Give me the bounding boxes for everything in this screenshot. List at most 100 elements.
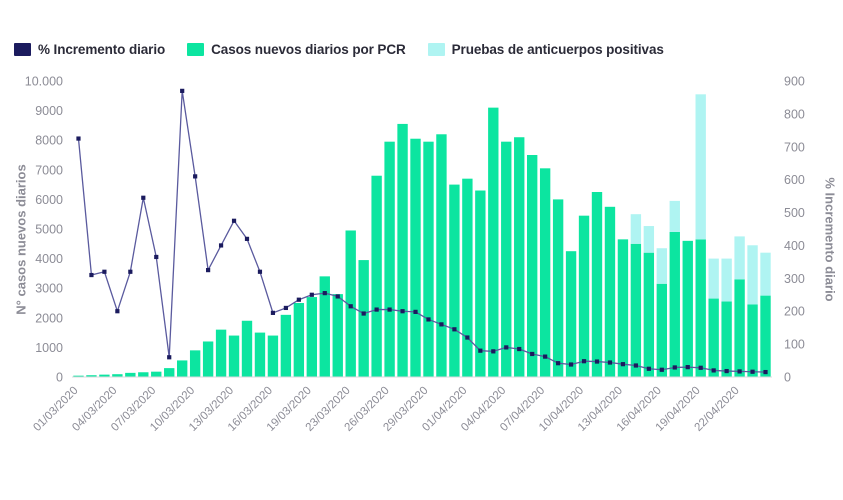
legend-item-pcr[interactable]: Casos nuevos diarios por PCR: [187, 42, 406, 57]
bar-pcr[interactable]: [578, 215, 590, 377]
bar-pcr[interactable]: [488, 107, 499, 377]
bar-pcr[interactable]: [86, 375, 97, 377]
line-marker[interactable]: [154, 254, 159, 260]
bar-pcr[interactable]: [177, 360, 188, 377]
bar-pcr[interactable]: [254, 332, 266, 377]
bar-pcr[interactable]: [384, 141, 395, 377]
bar-pcr[interactable]: [371, 175, 382, 377]
bar-pcr[interactable]: [332, 294, 343, 377]
bar-pcr[interactable]: [604, 206, 616, 377]
bar-anticuerpos[interactable]: [734, 236, 745, 280]
line-marker[interactable]: [387, 307, 392, 312]
bar-pcr[interactable]: [475, 190, 486, 377]
bar-pcr[interactable]: [565, 251, 577, 377]
line-marker[interactable]: [452, 327, 457, 332]
line-marker[interactable]: [89, 272, 94, 278]
line-marker[interactable]: [141, 195, 146, 200]
bar-pcr[interactable]: [591, 192, 603, 377]
bar-pcr[interactable]: [112, 374, 123, 377]
line-marker[interactable]: [517, 346, 522, 352]
line-marker[interactable]: [218, 243, 224, 248]
line-marker[interactable]: [685, 365, 690, 370]
line-marker[interactable]: [348, 304, 353, 309]
bar-pcr[interactable]: [306, 297, 317, 377]
bar-pcr[interactable]: [682, 240, 693, 377]
line-incremento-diario[interactable]: [77, 90, 767, 373]
line-marker[interactable]: [711, 368, 716, 373]
bar-pcr[interactable]: [630, 243, 642, 377]
line-marker[interactable]: [361, 311, 366, 316]
line-marker[interactable]: [296, 297, 301, 302]
line-marker[interactable]: [620, 362, 626, 367]
line-marker[interactable]: [244, 236, 250, 241]
line-marker[interactable]: [374, 307, 379, 312]
bar-pcr[interactable]: [539, 168, 551, 377]
line-marker[interactable]: [750, 369, 755, 374]
bar-pcr[interactable]: [99, 374, 110, 377]
bar-pcr[interactable]: [436, 134, 447, 377]
bar-pcr[interactable]: [345, 230, 356, 377]
bar-anticuerpos[interactable]: [721, 258, 732, 302]
bar-pcr[interactable]: [164, 368, 175, 377]
line-marker[interactable]: [556, 361, 561, 366]
bar-pcr[interactable]: [617, 239, 629, 377]
bar-pcr[interactable]: [215, 329, 227, 377]
bar-pcr[interactable]: [669, 231, 680, 377]
bar-pcr[interactable]: [721, 301, 732, 377]
bar-pcr[interactable]: [189, 350, 201, 377]
bar-anticuerpos[interactable]: [669, 200, 680, 232]
line-marker[interactable]: [633, 363, 638, 368]
bar-pcr[interactable]: [734, 279, 745, 377]
bar-pcr[interactable]: [514, 137, 525, 377]
bar-anticuerpos[interactable]: [760, 252, 771, 296]
line-marker[interactable]: [257, 269, 263, 274]
line-marker[interactable]: [193, 174, 198, 179]
line-marker[interactable]: [270, 310, 276, 315]
line-marker[interactable]: [206, 268, 211, 273]
line-marker[interactable]: [491, 349, 496, 354]
line-marker[interactable]: [128, 269, 133, 274]
bar-pcr[interactable]: [358, 260, 369, 377]
bar-pcr[interactable]: [656, 283, 667, 377]
line-marker[interactable]: [659, 367, 664, 372]
line-marker[interactable]: [530, 351, 535, 357]
line-marker[interactable]: [283, 305, 288, 311]
legend-item-incremento[interactable]: % Incremento diario: [14, 42, 165, 57]
legend-item-anticuerpos[interactable]: Pruebas de anticuerpos positivas: [427, 42, 664, 57]
line-marker[interactable]: [646, 366, 651, 371]
line-marker[interactable]: [76, 136, 81, 141]
line-marker[interactable]: [426, 317, 431, 322]
line-marker[interactable]: [478, 348, 483, 353]
bar-pcr[interactable]: [410, 138, 421, 377]
bar-pcr[interactable]: [319, 276, 330, 377]
bar-anticuerpos[interactable]: [747, 245, 758, 305]
bar-pcr[interactable]: [73, 375, 84, 377]
bar-pcr[interactable]: [228, 335, 240, 377]
bar-pcr[interactable]: [760, 295, 771, 377]
line-marker[interactable]: [504, 345, 509, 350]
line-marker[interactable]: [465, 335, 470, 340]
line-marker[interactable]: [167, 355, 172, 360]
line-marker[interactable]: [568, 362, 574, 367]
line-marker[interactable]: [413, 309, 418, 314]
line-marker[interactable]: [672, 365, 677, 370]
bar-pcr[interactable]: [449, 184, 460, 377]
bar-anticuerpos[interactable]: [630, 214, 642, 244]
bar-pcr[interactable]: [643, 252, 655, 377]
bar-anticuerpos[interactable]: [656, 248, 667, 284]
bar-pcr[interactable]: [267, 335, 279, 377]
line-marker[interactable]: [763, 369, 768, 375]
bar-pcr[interactable]: [423, 141, 434, 377]
line-marker[interactable]: [102, 269, 107, 274]
line-marker[interactable]: [581, 359, 587, 364]
bar-pcr[interactable]: [527, 155, 538, 377]
bar-anticuerpos[interactable]: [708, 258, 719, 299]
bar-pcr[interactable]: [552, 199, 564, 377]
bar-pcr[interactable]: [293, 303, 305, 377]
line-marker[interactable]: [439, 322, 444, 327]
line-marker[interactable]: [543, 354, 548, 359]
bar-pcr[interactable]: [125, 372, 136, 377]
line-marker[interactable]: [335, 294, 340, 299]
bar-pcr[interactable]: [397, 123, 408, 377]
bar-pcr[interactable]: [151, 371, 162, 377]
